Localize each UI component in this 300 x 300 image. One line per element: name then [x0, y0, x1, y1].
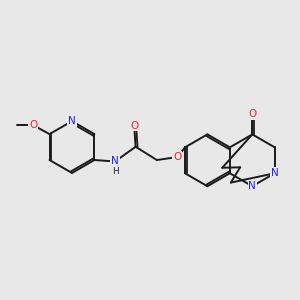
Text: O: O	[173, 152, 181, 162]
Text: H: H	[112, 167, 119, 176]
Text: N: N	[68, 116, 76, 126]
Text: O: O	[130, 121, 138, 130]
Text: N: N	[271, 168, 279, 178]
Text: N: N	[111, 157, 119, 166]
Text: O: O	[29, 120, 38, 130]
Text: N: N	[248, 181, 256, 191]
Text: O: O	[248, 110, 256, 119]
